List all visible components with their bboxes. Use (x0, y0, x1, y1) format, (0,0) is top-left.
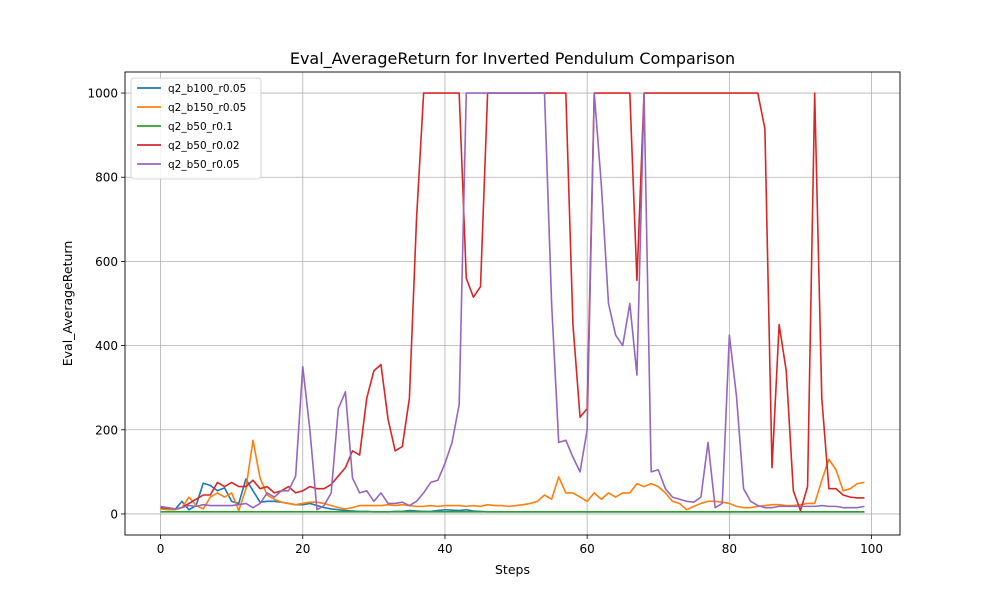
chart-title: Eval_AverageReturn for Inverted Pendulum… (290, 49, 735, 69)
series-line-q2_b50_r0.05 (160, 92, 865, 511)
x-tick-label: 20 (295, 542, 310, 556)
x-tick-label: 60 (580, 542, 595, 556)
y-tick-label: 800 (95, 171, 118, 185)
legend-label: q2_b50_r0.05 (168, 159, 240, 171)
series-line-q2_b150_r0.05 (160, 439, 865, 512)
y-tick-label: 0 (110, 507, 118, 521)
legend-label: q2_b50_r0.1 (168, 121, 233, 133)
y-tick-label: 400 (95, 339, 118, 353)
y-tick-label: 1000 (87, 87, 118, 101)
legend: q2_b100_r0.05 q2_b150_r0.05 q2_b50_r0.1 q2_… (130, 77, 262, 180)
grid-lines (125, 72, 900, 535)
legend-label: q2_b100_r0.05 (168, 83, 246, 95)
x-tick-label: 80 (722, 542, 737, 556)
legend-label: q2_b150_r0.05 (168, 102, 246, 114)
legend-label: q2_b50_r0.02 (168, 140, 240, 152)
x-axis-label: Steps (495, 562, 530, 577)
legend-box (130, 77, 262, 180)
x-tick-label: 40 (437, 542, 452, 556)
x-axis-ticks: 0 20 40 60 80 100 (157, 535, 883, 556)
x-tick-label: 100 (860, 542, 883, 556)
y-axis-label: Eval_AverageReturn (60, 241, 75, 367)
y-tick-label: 200 (95, 423, 118, 437)
plot-frame (124, 71, 901, 536)
x-tick-label: 0 (157, 542, 165, 556)
y-axis-ticks: 0 200 400 600 800 1000 (87, 87, 125, 521)
y-tick-label: 600 (95, 255, 118, 269)
plot-lines (160, 92, 865, 513)
